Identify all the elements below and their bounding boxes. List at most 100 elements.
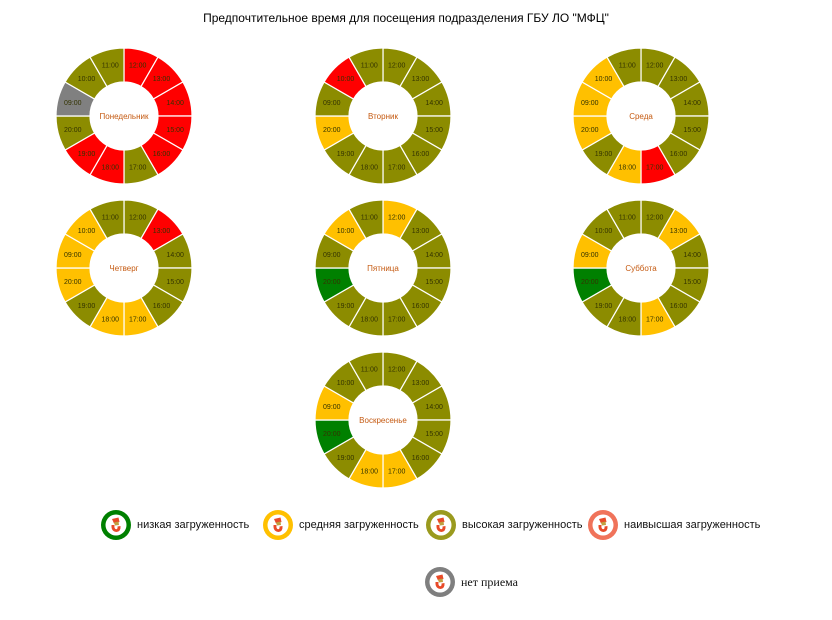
segment-label: 11:00 [102,214,119,221]
legend-item-high: высокая загруженность [425,509,582,541]
segment-label: 12:00 [388,62,406,69]
segment-label: 10:00 [595,228,613,235]
segment-label: 12:00 [646,214,664,221]
day-label: Четверг [109,264,138,273]
segment-label: 19:00 [595,303,613,310]
segment-label: 09:00 [581,252,599,259]
segment-label: 11:00 [102,62,119,69]
donut-chart-2: 12:00 13:00 14:00 15:00 16:00 17:00 18:00 19:00… [314,47,452,185]
segment-label: 18:00 [361,165,379,172]
segment-label: 20:00 [64,279,82,286]
segment-label: 11:00 [361,214,378,221]
segment-label: 09:00 [581,100,599,107]
segment-label: 15:00 [683,127,701,134]
segment-label: 20:00 [64,127,82,134]
segment-label: 12:00 [129,214,147,221]
segment-label: 17:00 [646,317,664,324]
segment-label: 15:00 [425,431,443,438]
segment-label: 11:00 [619,214,636,221]
segment-label: 14:00 [166,252,184,259]
segment-label: 11:00 [361,366,378,373]
segment-label: 14:00 [683,252,701,259]
segment-label: 10:00 [595,76,613,83]
legend-label: низкая загруженность [137,519,250,531]
segment-label: 14:00 [166,100,184,107]
day-label: Суббота [625,264,657,273]
segment-label: 15:00 [425,127,443,134]
segment-label: 13:00 [412,380,430,387]
segment-label: 14:00 [425,404,443,411]
mfc-logo-icon [101,510,131,540]
segment-label: 17:00 [129,165,147,172]
segment-label: 19:00 [337,151,355,158]
legend-item-low: низкая загруженность [100,509,249,541]
segment-label: 17:00 [129,317,147,324]
segment-label: 16:00 [670,303,688,310]
segment-label: 09:00 [64,100,82,107]
segment-label: 19:00 [78,303,96,310]
segment-label: 18:00 [619,317,637,324]
segment-label: 14:00 [683,100,701,107]
segment-label: 12:00 [129,62,147,69]
segment-label: 19:00 [337,303,355,310]
donut-chart-3: 12:00 13:00 14:00 15:00 16:00 17:00 18:00 19:00… [572,47,710,185]
segment-label: 10:00 [337,380,355,387]
mfc-logo-icon [263,510,293,540]
segment-label: 19:00 [337,455,355,462]
segment-label: 14:00 [425,100,443,107]
segment-label: 10:00 [337,76,355,83]
segment-label: 15:00 [683,279,701,286]
chart-title: Предпочтительное время для посещения под… [203,11,609,25]
legend-item-highest: наивысшая загруженность [587,509,760,541]
donut-chart-6: 12:00 13:00 14:00 15:00 16:00 17:00 18:00 19:00… [572,199,710,337]
mfc-logo-icon [588,510,618,540]
segment-label: 17:00 [388,469,406,476]
segment-label: 19:00 [595,151,613,158]
segment-label: 20:00 [581,127,599,134]
day-label: Среда [629,112,653,121]
day-label: Понедельник [100,112,149,121]
segment-label: 15:00 [425,279,443,286]
donut-chart-5: 12:00 13:00 14:00 15:00 16:00 17:00 18:00 19:00… [314,199,452,337]
segment-label: 10:00 [337,228,355,235]
segment-label: 10:00 [78,228,96,235]
segment-1100 [348,199,384,240]
segment-label: 13:00 [412,228,430,235]
segment-label: 20:00 [323,279,341,286]
segment-label: 10:00 [78,76,96,83]
segment-label: 09:00 [323,404,341,411]
segment-label: 16:00 [670,151,688,158]
segment-label: 16:00 [412,455,430,462]
day-label: Вторник [368,112,398,121]
legend-label: нет приема [461,574,518,589]
segment-label: 20:00 [323,431,341,438]
segment-label: 16:00 [412,151,430,158]
segment-label: 18:00 [102,317,120,324]
segment-label: 09:00 [323,100,341,107]
segment-label: 13:00 [670,228,688,235]
segment-label: 16:00 [153,151,171,158]
legend-item-medium: средняя загруженность [262,509,419,541]
segment-label: 20:00 [323,127,341,134]
legend-label: высокая загруженность [462,519,583,531]
legend-label: средняя загруженность [299,519,419,531]
segment-label: 09:00 [64,252,82,259]
segment-label: 13:00 [153,76,171,83]
segment-label: 18:00 [619,165,637,172]
segment-label: 19:00 [78,151,96,158]
segment-label: 11:00 [619,62,636,69]
segment-label: 12:00 [388,214,406,221]
segment-label: 16:00 [412,303,430,310]
donut-chart-1: 12:00 13:00 14:00 15:00 16:00 17:00 18:00 19:00… [55,47,193,185]
segment-1100 [89,199,125,240]
legend-label: наивысшая загруженность [624,519,761,531]
segment-label: 12:00 [388,366,406,373]
segment-label: 17:00 [388,317,406,324]
day-label: Воскресенье [359,416,407,425]
mfc-logo-icon [426,510,456,540]
segment-label: 15:00 [166,279,184,286]
segment-1100 [606,199,642,240]
segment-label: 17:00 [646,165,664,172]
segment-label: 11:00 [361,62,378,69]
